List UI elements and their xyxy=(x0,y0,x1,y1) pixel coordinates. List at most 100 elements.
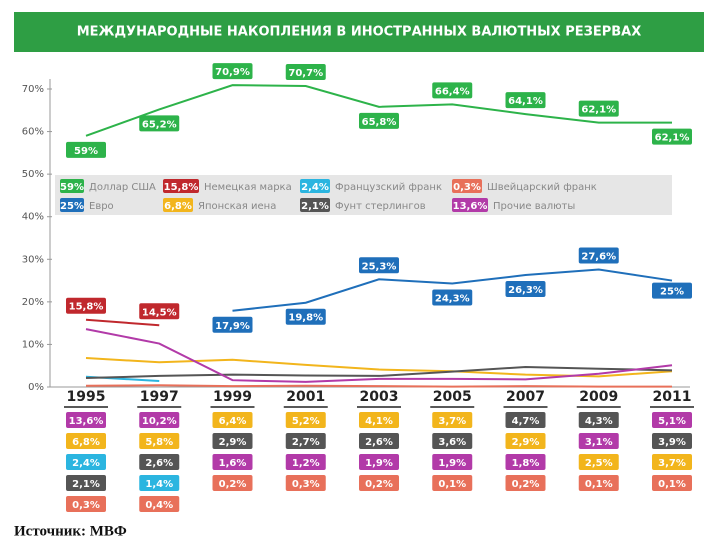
y-tick-label: 10% xyxy=(22,339,44,350)
data-label: 1,9% xyxy=(438,458,466,469)
data-label-badge xyxy=(432,475,473,491)
x-tick-label: 1997 xyxy=(140,389,179,405)
data-label-badge xyxy=(66,141,106,158)
y-tick-label: 60% xyxy=(22,127,44,138)
data-label-badge xyxy=(359,112,399,129)
data-label-badge xyxy=(212,63,253,80)
data-label-badge xyxy=(212,316,253,333)
data-label: 1,2% xyxy=(292,458,320,469)
legend-label: Швейцарский франк xyxy=(487,182,597,193)
data-label: 1,8% xyxy=(512,458,540,469)
data-label-badge xyxy=(505,412,546,428)
data-label: 10,2% xyxy=(142,416,177,427)
data-label: 13,6% xyxy=(69,416,104,427)
data-label: 0,3% xyxy=(72,500,100,511)
data-label: 2,1% xyxy=(72,479,100,490)
data-label: 0,2% xyxy=(512,479,540,490)
data-label-badge xyxy=(652,475,692,491)
data-label: 0,1% xyxy=(438,479,466,490)
data-label: 27,6% xyxy=(581,252,616,263)
data-label: 0,4% xyxy=(145,500,173,511)
chart-title: МЕЖДУНАРОДНЫЕ НАКОПЛЕНИЯ В ИНОСТРАННЫХ В… xyxy=(77,25,642,40)
data-label-badge xyxy=(66,496,106,512)
data-label: 62,1% xyxy=(655,133,690,144)
series-line xyxy=(85,328,673,383)
data-label-badge xyxy=(139,115,180,132)
data-label: 1,9% xyxy=(365,458,393,469)
data-label: 1,4% xyxy=(145,479,173,490)
data-label-badge xyxy=(652,412,692,428)
data-label: 3,6% xyxy=(438,437,466,448)
data-label: 1,6% xyxy=(219,458,247,469)
data-label-badge xyxy=(432,454,473,470)
series-line xyxy=(85,365,673,380)
x-tick-label: 2007 xyxy=(506,389,545,405)
data-label-badge xyxy=(652,454,692,470)
y-tick-label: 20% xyxy=(22,297,44,308)
data-label: 26,3% xyxy=(508,285,543,296)
data-label-badge xyxy=(505,92,546,109)
y-tick-label: 70% xyxy=(22,84,44,95)
data-label: 0,1% xyxy=(585,479,613,490)
data-label: 6,8% xyxy=(72,437,100,448)
data-label-badge xyxy=(66,475,106,491)
legend-label: Фунт стерлингов xyxy=(335,201,426,212)
data-label: 0,1% xyxy=(658,479,686,490)
data-label: 64,1% xyxy=(508,96,543,107)
data-label-badge xyxy=(432,289,473,306)
data-label-badge xyxy=(285,433,326,449)
legend-badge-label: 25% xyxy=(60,201,84,212)
data-label-badge xyxy=(139,496,180,512)
data-label: 59% xyxy=(74,146,98,157)
y-tick-label: 30% xyxy=(22,254,44,265)
data-label: 0,3% xyxy=(292,479,320,490)
data-label-badge xyxy=(212,433,253,449)
data-label-badge xyxy=(505,475,546,491)
data-label: 70,9% xyxy=(215,67,250,78)
legend-badge-label: 0,3% xyxy=(453,182,481,193)
x-tick-label: 1999 xyxy=(213,389,252,405)
data-label: 2,4% xyxy=(72,458,100,469)
data-label-badge xyxy=(285,454,326,470)
data-label: 5,1% xyxy=(658,416,686,427)
legend-label: Немецкая марка xyxy=(204,182,292,193)
series-line xyxy=(85,357,673,378)
y-tick-label: 0% xyxy=(28,382,44,393)
data-label-badge xyxy=(432,82,473,99)
data-label: 2,5% xyxy=(585,458,613,469)
data-label: 3,7% xyxy=(658,458,686,469)
data-label-badge xyxy=(578,247,619,264)
series-line xyxy=(232,268,673,312)
data-label-badge xyxy=(432,412,473,428)
data-label: 3,1% xyxy=(585,437,613,448)
title-banner xyxy=(14,12,704,52)
data-label: 4,1% xyxy=(365,416,393,427)
data-label-badge xyxy=(285,475,326,491)
data-label: 6,4% xyxy=(219,416,247,427)
data-label: 70,7% xyxy=(288,68,323,79)
data-label: 2,9% xyxy=(512,437,540,448)
data-label-badge xyxy=(505,454,546,470)
data-label-badge xyxy=(652,433,692,449)
data-label: 25,3% xyxy=(362,261,397,272)
data-label-badge xyxy=(359,433,399,449)
x-tick-label: 2011 xyxy=(653,389,692,405)
legend-badge-label: 15,8% xyxy=(164,182,199,193)
data-label: 66,4% xyxy=(435,86,470,97)
legend-badge-label: 59% xyxy=(60,182,84,193)
x-tick-label: 2003 xyxy=(360,389,399,405)
data-label: 65,2% xyxy=(142,119,177,130)
legend-badge-label: 6,8% xyxy=(164,201,192,212)
data-label-badge xyxy=(359,257,399,274)
legend-swatch xyxy=(60,179,84,193)
data-label: 65,8% xyxy=(362,117,397,128)
data-label-badge xyxy=(359,454,399,470)
data-label-badge xyxy=(285,412,326,428)
y-tick-label: 40% xyxy=(22,212,44,223)
data-label-badge xyxy=(578,433,619,449)
legend-badge-label: 2,4% xyxy=(301,182,329,193)
series-line xyxy=(85,318,160,327)
data-label-badge xyxy=(212,412,253,428)
series-line xyxy=(85,384,672,388)
legend-label: Прочие валюты xyxy=(493,201,575,212)
